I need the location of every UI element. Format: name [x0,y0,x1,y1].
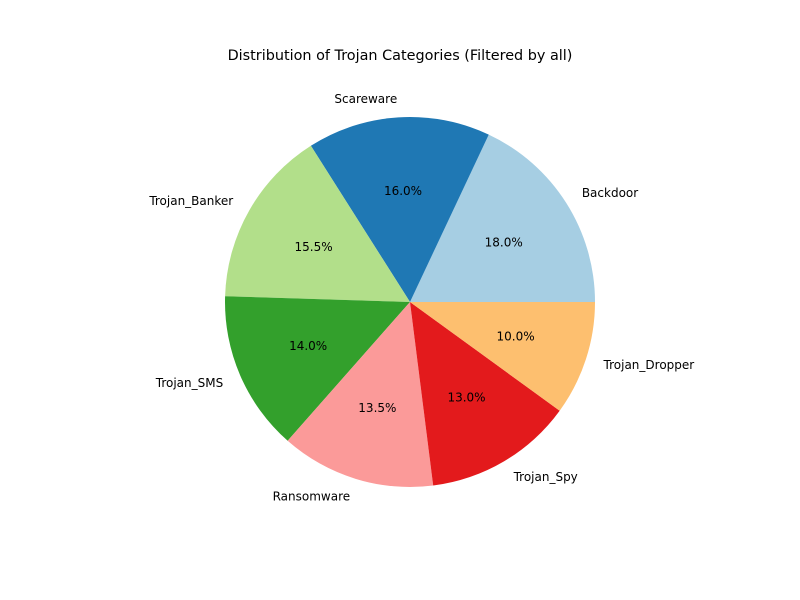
pie-percent-label: 18.0% [485,236,523,250]
pie-percent-label: 13.5% [358,401,396,415]
pie-percent-label: 16.0% [384,184,422,198]
pie-category-label: Scareware [334,92,397,106]
pie-slice-backdoor [410,134,595,302]
pie-category-label: Trojan_SMS [155,376,223,390]
pie-slice-scareware [310,116,489,302]
chart-title: Distribution of Trojan Categories (Filte… [227,48,573,64]
pie-category-label: Trojan_Banker [148,194,233,208]
pie-category-label: Trojan_Spy [513,470,578,484]
pie-slice-trojan-sms [225,296,410,441]
pie-percent-label: 10.0% [497,329,535,343]
pie-category-label: Trojan_Dropper [603,358,695,372]
pie-slice-trojan-dropper [410,302,595,411]
pie-percent-label: 15.5% [295,240,333,254]
pie-percent-label: 14.0% [289,339,327,353]
pie-category-label: Backdoor [582,186,638,200]
pie-slice-trojan-banker [225,145,410,302]
pie-category-label: Ransomware [273,490,351,504]
pie-slices [225,116,595,487]
pie-slice-trojan-spy [410,302,560,486]
pie-labels: 18.0% Backdoor 16.0% Scareware 15.5% Trojan_B… [148,92,694,504]
pie-percent-label: 13.0% [447,391,485,405]
pie-slice-ransomware [287,302,434,487]
